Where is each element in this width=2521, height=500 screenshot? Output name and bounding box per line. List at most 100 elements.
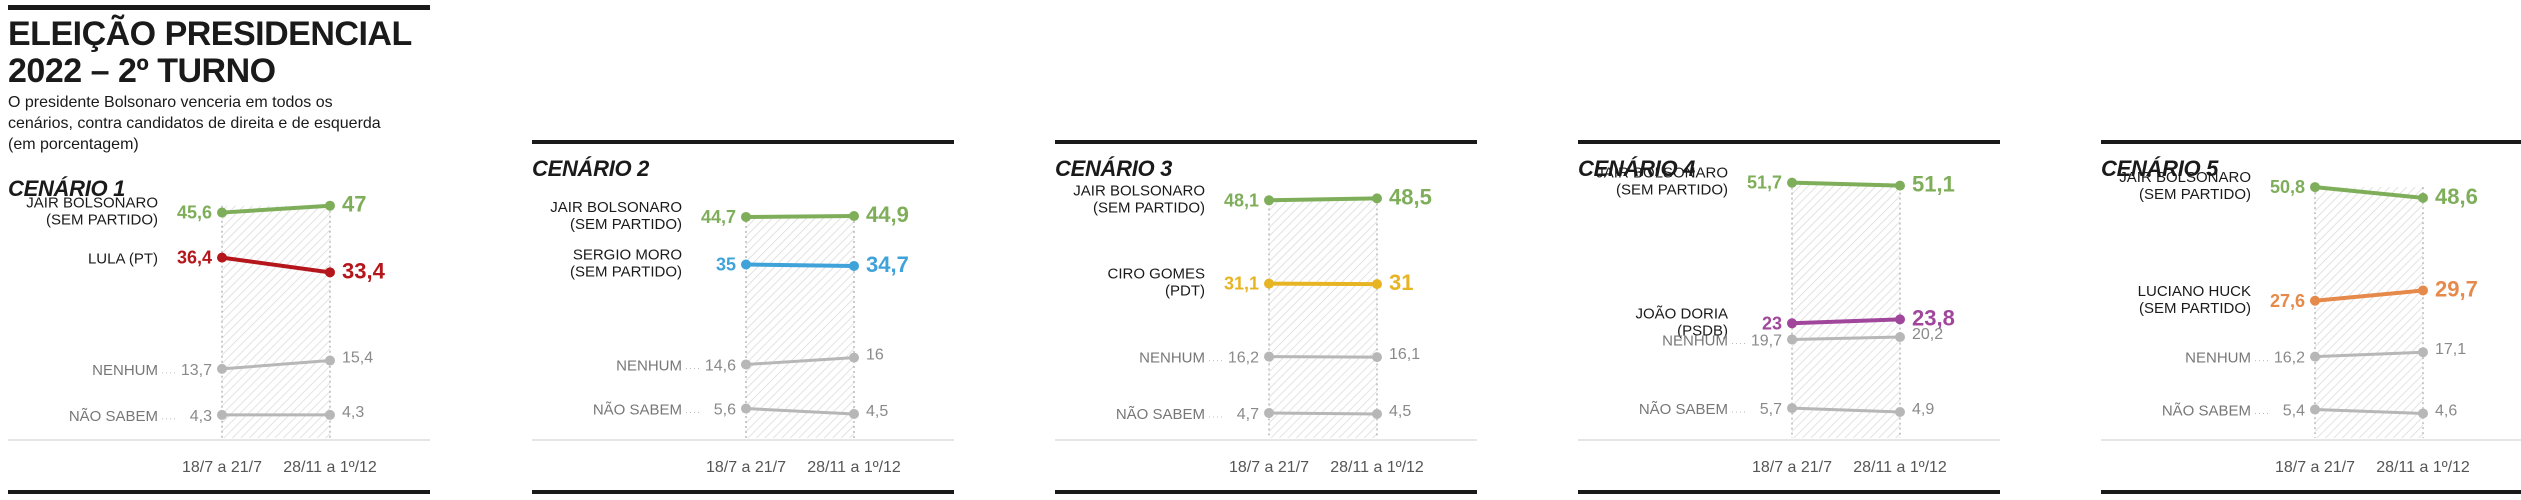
value-label-end: 48,5	[1389, 184, 1432, 209]
page-title-line-2: 2022 – 2º TURNO	[8, 52, 276, 90]
value-label-end: 16,1	[1389, 346, 1420, 363]
x-tick-label: 28/11 a 1º/12	[1853, 459, 1947, 476]
data-point	[849, 260, 859, 271]
series-line	[745, 407, 855, 416]
series-name-label: (SEM PARTIDO)	[1616, 182, 1728, 199]
series-name-label: JAIR BOLSONARO	[2119, 169, 2251, 186]
value-label-end: 47	[342, 192, 366, 217]
value-label-end: 17,1	[2435, 341, 2466, 358]
value-label-start: 45,6	[177, 203, 212, 223]
intro-top-rule	[8, 5, 430, 10]
data-point	[217, 409, 227, 420]
scenario-title: CENÁRIO 3	[1055, 156, 1173, 181]
value-label-end: 51,1	[1912, 172, 1955, 197]
data-point	[1264, 195, 1274, 206]
data-point	[1372, 408, 1382, 419]
value-label-end: 31	[1389, 270, 1413, 295]
data-point	[2310, 182, 2320, 193]
panel-top-rule	[1055, 140, 1477, 144]
scenario-chart: 18/7 a 21/7 28/11 a 1º/12 51,7 51,1 JAIR BOL…	[1578, 165, 2000, 476]
value-label-start: 44,7	[701, 207, 736, 227]
data-point	[2418, 347, 2428, 358]
value-label-end: 29,7	[2435, 276, 2478, 301]
data-point	[1372, 279, 1382, 290]
data-point	[2310, 351, 2320, 362]
series-line	[1791, 406, 1901, 414]
series-line	[221, 203, 331, 215]
value-label-start: 36,4	[177, 248, 212, 268]
value-label-end: 44,9	[866, 202, 909, 227]
value-label-start: 23	[1762, 313, 1782, 333]
series-name-label: (SEM PARTIDO)	[570, 216, 682, 233]
series-line	[2314, 185, 2424, 200]
series-2: 16,2 16,1 NENHUM	[1139, 346, 1420, 367]
series-name-label: NÃO SABEM	[1639, 401, 1728, 418]
series-name-label: NÃO SABEM	[1116, 406, 1205, 423]
data-point	[1264, 407, 1274, 418]
scenario-title: CENÁRIO 4	[1578, 156, 1696, 181]
series-name-label: (PDT)	[1165, 283, 1205, 300]
data-point	[2418, 285, 2428, 296]
series-name-label: (SEM PARTIDO)	[46, 212, 158, 229]
series-2: 13,7 15,4 NENHUM	[92, 350, 373, 379]
panel-bottom-rule	[8, 490, 430, 494]
series-line	[1791, 180, 1901, 188]
series-0: 48,1 48,5 JAIR BOLSONARO(SEM PARTIDO)	[1073, 182, 1432, 216]
value-label-end: 4,9	[1912, 401, 1934, 418]
series-line	[221, 359, 331, 371]
data-point	[325, 409, 335, 420]
data-point	[325, 355, 335, 366]
series-name-label: JAIR BOLSONARO	[1596, 165, 1728, 182]
period-shade	[1792, 182, 1900, 438]
value-label-start: 50,8	[2270, 177, 2305, 197]
x-tick-label: 18/7 a 21/7	[1229, 459, 1309, 476]
data-point	[325, 267, 335, 278]
data-point	[1895, 180, 1905, 191]
series-line	[1268, 196, 1378, 203]
series-1: 35 34,7 SERGIO MORO(SEM PARTIDO)	[570, 247, 909, 281]
x-tick-label: 28/11 a 1º/12	[2376, 459, 2470, 476]
data-point	[1372, 193, 1382, 204]
series-0: 45,6 47 JAIR BOLSONARO(SEM PARTIDO)	[26, 192, 366, 229]
period-shade	[1269, 198, 1377, 438]
series-name-label: JAIR BOLSONARO	[26, 195, 158, 212]
series-line	[745, 356, 855, 366]
data-point	[741, 211, 751, 222]
scenario-panel-3: CENÁRIO 3 18/7 a 21/7 28/11 a 1º/12 48,1 48,…	[1055, 0, 1477, 500]
data-point	[2310, 404, 2320, 415]
data-point	[1372, 352, 1382, 363]
value-label-end: 34,7	[866, 252, 909, 277]
value-label-end: 15,4	[342, 350, 373, 367]
data-point	[741, 359, 751, 370]
series-name-label: NENHUM	[92, 362, 158, 379]
series-line	[745, 213, 855, 219]
value-label-end: 4,6	[2435, 402, 2457, 419]
series-line	[745, 262, 855, 268]
data-point	[1895, 332, 1905, 343]
panel-top-rule	[1578, 140, 2000, 144]
series-name-label: (SEM PARTIDO)	[570, 264, 682, 281]
value-label-end: 16	[866, 347, 884, 364]
series-name-label: NÃO SABEM	[69, 408, 158, 425]
series-line	[2314, 350, 2424, 359]
scenario-title: CENÁRIO 1	[8, 176, 126, 201]
series-2: 14,6 16 NENHUM	[616, 347, 884, 375]
panel-top-rule	[2101, 140, 2521, 144]
value-label-end: 33,4	[342, 258, 386, 283]
x-tick-label: 18/7 a 21/7	[2275, 459, 2355, 476]
series-0: 50,8 48,6 JAIR BOLSONARO(SEM PARTIDO)	[2119, 169, 2478, 209]
panel-bottom-rule	[532, 490, 954, 494]
value-label-start: 16,2	[2274, 350, 2305, 367]
value-label-start: 35	[716, 255, 736, 275]
data-point	[1264, 278, 1274, 289]
scenario-title: CENÁRIO 2	[532, 156, 650, 181]
series-name-label: SERGIO MORO	[573, 247, 682, 264]
scenario-panel-5: CENÁRIO 5 18/7 a 21/7 28/11 a 1º/12 50,8 48,…	[2101, 0, 2521, 500]
series-name-label: NÃO SABEM	[593, 402, 682, 419]
series-1: 36,4 33,4 LULA (PT)	[88, 248, 386, 284]
series-3: 5,6 4,5 NÃO SABEM	[593, 402, 889, 420]
x-tick-label: 18/7 a 21/7	[1752, 459, 1832, 476]
series-0: 44,7 44,9 JAIR BOLSONARO(SEM PARTIDO)	[550, 199, 909, 233]
series-3: 4,3 4,3 NÃO SABEM	[69, 404, 365, 425]
data-point	[325, 200, 335, 211]
